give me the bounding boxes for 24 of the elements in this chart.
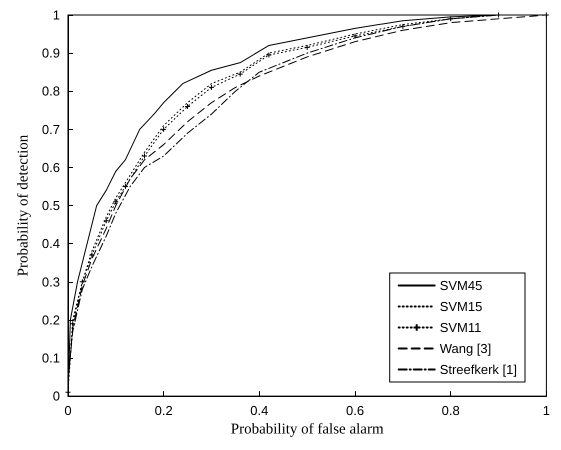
y-tick-label: 1 (52, 8, 60, 22)
x-tick-label: 0 (64, 403, 72, 418)
y-tick-label: 0.8 (42, 84, 60, 99)
x-tick-label: 0.4 (250, 403, 268, 418)
x-tick-label: 1 (542, 403, 550, 418)
y-tick-label: 0.2 (42, 312, 60, 328)
legend-label: SVM15 (440, 299, 482, 314)
y-tick-label: 0.5 (42, 198, 60, 214)
x-tick-label: 0.6 (346, 403, 364, 418)
y-tick-label: 0 (52, 388, 60, 404)
legend-label: Streefkerk [1] (440, 362, 518, 377)
legend-label: SVM11 (440, 320, 482, 335)
y-tick-label: 0.7 (42, 122, 60, 137)
x-tick-label: 0.8 (442, 403, 460, 418)
y-tick-label: 0.6 (42, 160, 60, 175)
y-tick-label: 0.3 (42, 274, 60, 290)
x-tick-label: 0.2 (154, 403, 173, 418)
legend-label: Wang [3] (440, 341, 492, 356)
y-tick-label: 0.9 (42, 46, 60, 61)
y-tick-label: 0.4 (42, 236, 60, 252)
legend-label: SVM45 (440, 278, 482, 293)
y-tick-label: 0.1 (42, 350, 60, 366)
x-axis-title: Probability of false alarm (230, 422, 384, 438)
y-axis-title: Probability of detection (16, 134, 32, 276)
